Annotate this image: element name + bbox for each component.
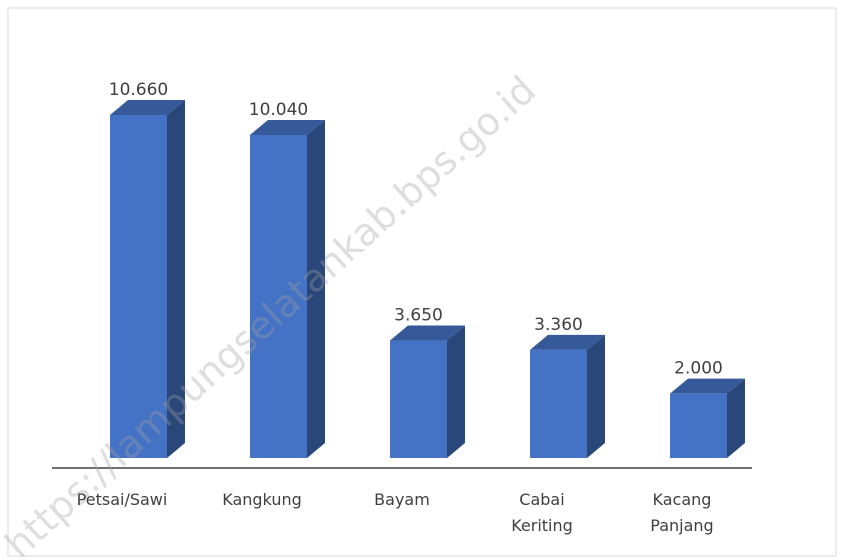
bar-side	[727, 378, 745, 458]
bar	[670, 378, 745, 458]
bar	[530, 334, 605, 458]
data-label: 3.360	[534, 315, 583, 335]
bar-side	[587, 334, 605, 458]
x-tick-label: Petsai/Sawi	[76, 490, 168, 509]
bar-front	[110, 115, 167, 458]
bar-top	[670, 378, 745, 394]
data-label: 2.000	[674, 359, 723, 379]
bar-front	[390, 340, 447, 458]
bar-front	[250, 134, 307, 458]
bar-top	[250, 119, 325, 135]
data-label: 10.040	[249, 100, 308, 120]
data-label: 10.660	[109, 80, 168, 100]
bar-top	[110, 100, 185, 115]
bar	[390, 325, 465, 458]
bar-top	[390, 325, 465, 341]
bar-front	[530, 349, 587, 458]
x-tick-label: Kacang Panjang	[650, 490, 714, 535]
bar	[250, 119, 325, 458]
x-tick-label: Kangkung	[222, 490, 302, 509]
bar-side	[447, 325, 465, 458]
bar-front	[670, 393, 727, 458]
x-tick-label: Bayam	[374, 490, 430, 509]
bar-top	[530, 334, 605, 350]
x-tick-label: Cabai Keriting	[511, 490, 573, 535]
data-label: 3.650	[394, 306, 443, 326]
bar-side	[167, 100, 185, 458]
frame	[7, 7, 837, 557]
bar-side	[307, 119, 325, 458]
bar	[110, 100, 185, 458]
